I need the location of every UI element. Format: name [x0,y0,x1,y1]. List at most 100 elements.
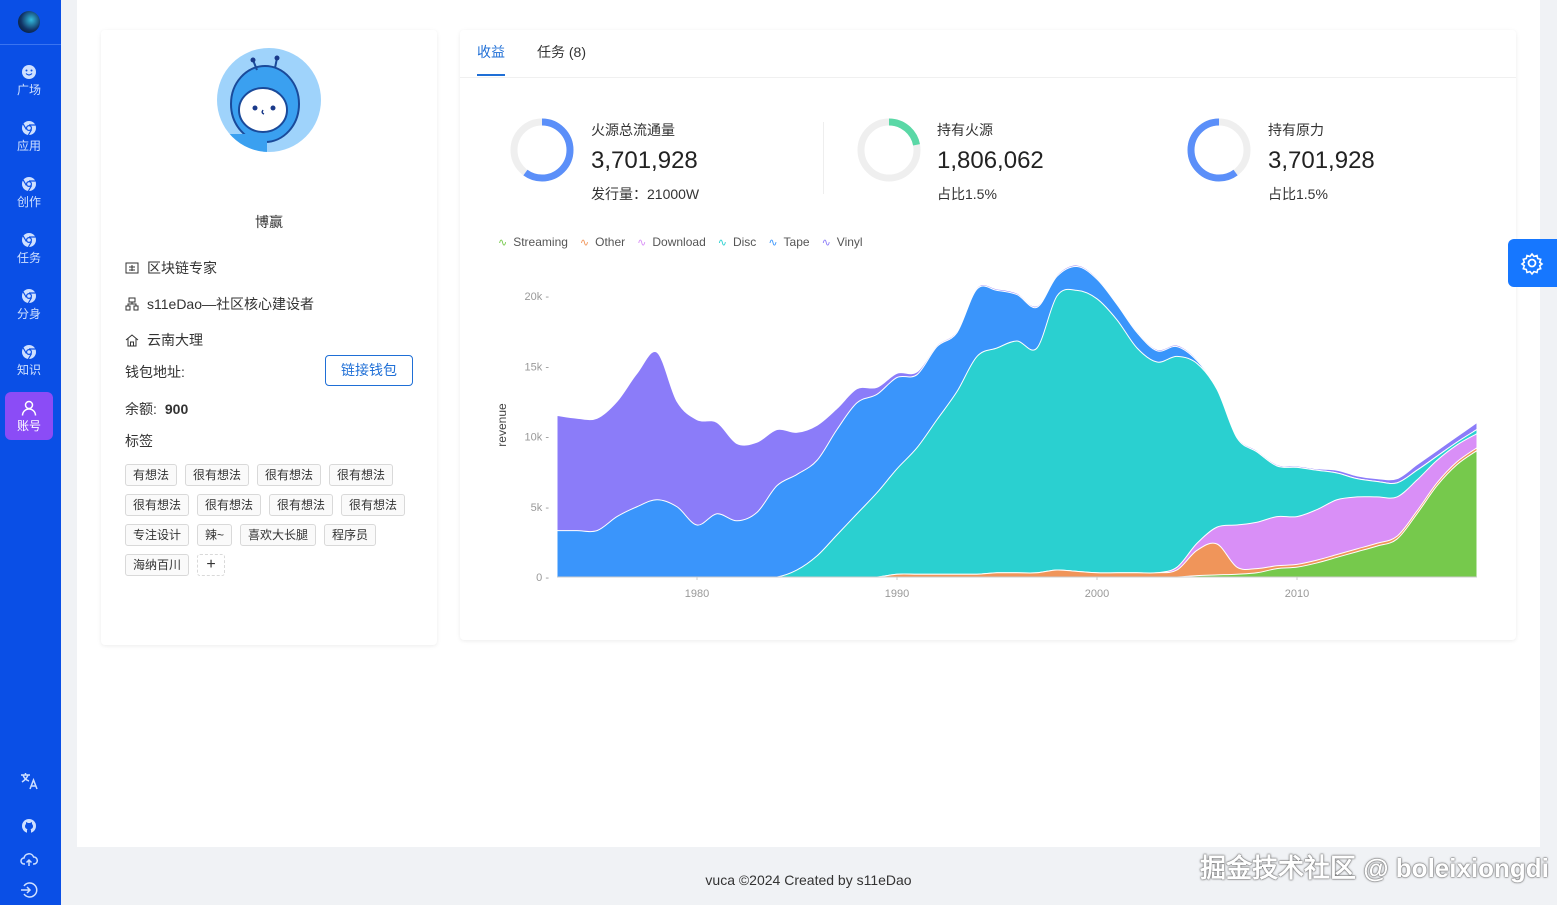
legend-item[interactable]: ∿ Download [637,235,706,249]
legend-item[interactable]: ∿ Disc [717,235,757,249]
cluster-icon [125,297,139,311]
sidebar-item-4[interactable]: 分身 [5,280,53,328]
stat-value: 3,701,928 [1268,147,1375,174]
tag-list: 有想法 很有想法 很有想法 很有想法 很有想法 很有想法 很有想法 很有想法 专注设计 辣~ 喜欢大… [125,464,415,576]
balance-value: 900 [164,401,189,417]
translate-icon[interactable] [19,771,39,791]
stat-subtitle: 占比1.5% [937,186,997,202]
stat-subtitle: 占比1.5% [1268,186,1328,202]
tag: 海纳百川 [125,554,190,576]
sidebar-item-5[interactable]: 知识 [5,336,53,384]
chart-legend: ∿ Streaming ∿ Other ∿ Download ∿ Disc ∿ Tape ∿ Viny… [498,235,863,249]
tag: 很有想法 [269,494,334,516]
tag: 有想法 [125,464,178,486]
stat-title: 火源总流通量 [591,122,675,138]
stat-subtitle: 发行量：21000W [591,186,700,202]
user-org: s11eDao—社区核心建设者 [147,296,315,312]
chrome-icon [22,233,36,248]
active-tab-indicator [477,74,505,76]
donut-progress [857,118,921,182]
stat-value: 3,701,928 [591,147,698,174]
user-location: 云南大理 [147,332,203,348]
sidebar-item-label: 账号 [16,419,41,433]
legend-item[interactable]: ∿ Vinyl [821,235,863,249]
x-tick-label: 2010 [1285,588,1309,600]
tab-revenue[interactable]: 收益 [477,44,505,60]
wallet-label: 钱包地址: [125,364,185,380]
legend-item[interactable]: ∿ Streaming [498,235,568,249]
tags-label: 标签 [125,433,153,449]
user-icon [21,400,37,416]
tag: 很有想法 [257,464,322,486]
sidebar-item-2[interactable]: 创作 [5,168,53,216]
sidebar-item-label: 知识 [16,363,41,377]
sidebar-item-label: 任务 [16,251,41,265]
sidebar-item-6[interactable]: 账号 [5,392,53,440]
gear-icon [1520,252,1544,276]
github-icon[interactable] [19,816,39,836]
logout-icon[interactable] [19,880,39,900]
tag: 辣~ [197,524,233,546]
sidebar-item-label: 分身 [16,307,41,321]
y-tick-label: 15k - [525,361,550,373]
chrome-icon [22,289,36,304]
app-logo[interactable] [18,11,40,33]
tag: 专注设计 [125,524,190,546]
legend-swatch: ∿ [717,237,727,249]
user-title: 区块链专家 [147,260,217,276]
divider [460,77,1516,78]
y-axis-label: revenue [495,403,509,447]
sidebar-item-1[interactable]: 应用 [5,112,53,160]
sidebar: 广场应用创作任务分身知识账号 [0,0,61,905]
x-tick-label: 1980 [685,588,709,600]
tag: 很有想法 [329,464,394,486]
y-tick-label: 5k - [531,502,550,514]
divider [0,44,61,45]
tag: 很有想法 [197,494,262,516]
legend-item[interactable]: ∿ Other [579,235,626,249]
tab-tasks[interactable]: 任务 (8) [537,44,586,60]
legend-swatch: ∿ [579,237,590,249]
avatar [217,48,321,152]
tag: 很有想法 [125,494,190,516]
legend-swatch: ∿ [768,237,778,249]
connect-wallet-button[interactable]: 链接钱包 [325,355,413,386]
divider [823,122,824,194]
y-tick-label: 10k - [525,432,550,444]
x-tick-label: 1990 [885,588,909,600]
sidebar-item-0[interactable]: 广场 [5,56,53,104]
tag: 程序员 [324,524,377,546]
watermark: 掘金技术社区 @ boleixiongdi [1200,853,1549,883]
cloud-upload-icon[interactable] [19,849,39,869]
home-icon [125,334,139,347]
stat-title: 持有火源 [937,122,993,138]
location-row: 云南大理 [125,330,203,350]
balance-row: 余额: 900 [125,399,188,419]
settings-button[interactable] [1508,239,1557,287]
legend-swatch: ∿ [637,237,647,249]
id-card-icon [125,262,139,274]
footer-text: vuca ©2024 Created by s11eDao [705,872,912,888]
legend-item[interactable]: ∿ Tape [768,235,810,249]
stat-value: 1,806,062 [937,147,1044,174]
sidebar-item-label: 应用 [16,139,41,153]
legend-swatch: ∿ [821,237,831,249]
sidebar-item-label: 创作 [16,195,41,209]
x-tick-label: 2000 [1085,588,1109,600]
balance-label: 余额: [125,401,157,417]
sidebar-item-3[interactable]: 任务 [5,224,53,272]
donut-progress [510,118,574,182]
tag: 很有想法 [341,494,406,516]
stat-title: 持有原力 [1268,122,1324,138]
user-name: 博赢 [255,214,283,230]
y-tick-label: 20k - [525,291,550,303]
legend-swatch: ∿ [498,237,508,249]
chrome-icon [22,177,36,192]
org-row: s11eDao—社区核心建设者 [125,294,314,314]
chrome-icon [22,345,36,360]
chrome-icon [22,121,36,136]
title-row: 区块链专家 [125,258,217,278]
add-tag-button[interactable]: + [197,554,226,576]
y-tick-label: 0 - [536,572,549,584]
sidebar-item-label: 广场 [16,83,41,97]
